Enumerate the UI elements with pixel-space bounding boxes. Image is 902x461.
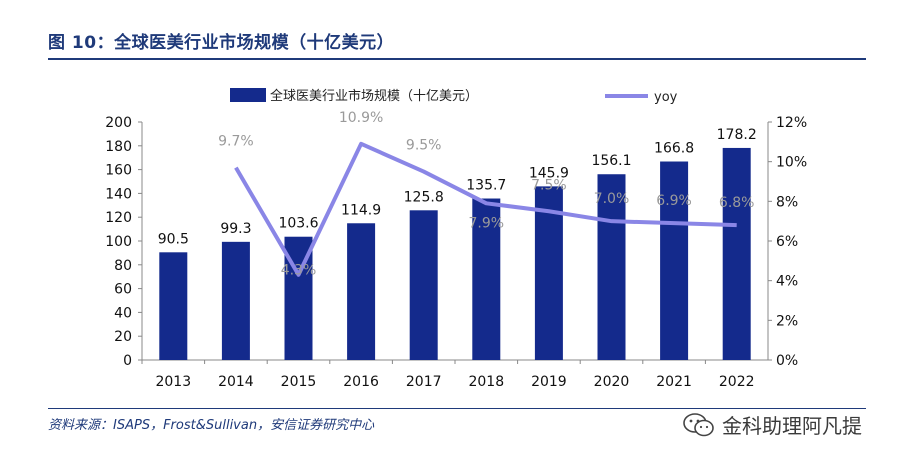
yoy-value-label: 9.5%	[406, 138, 442, 154]
right-axis-tick-label: 6%	[776, 234, 798, 250]
bar-value-label: 125.8	[404, 189, 444, 205]
legend: 全球医美行业市场规模（十亿美元） yoy	[230, 88, 678, 105]
right-axis-tick-label: 8%	[776, 194, 798, 210]
bar-value-label: 166.8	[654, 141, 694, 157]
yoy-value-label: 10.9%	[339, 110, 383, 126]
chart-area: 全球医美行业市场规模（十亿美元） yoy 0 20 40 60 80 100 120 140 1…	[105, 88, 807, 390]
left-axis-tick-label: 0	[123, 353, 132, 369]
yoy-value-label: 7.0%	[594, 191, 630, 207]
right-axis-tick-label: 2%	[776, 313, 798, 329]
bar	[534, 186, 563, 360]
bar-value-label: 145.9	[529, 165, 569, 181]
x-axis-tick-label: 2014	[218, 374, 254, 390]
bar	[347, 223, 376, 360]
watermark-text: 金科助理阿凡提	[722, 414, 862, 438]
yoy-value-label: 7.9%	[469, 215, 505, 231]
yoy-line-group	[234, 141, 737, 277]
left-axis-tick-label: 140	[105, 186, 132, 202]
yoy-value-label: 7.5%	[531, 177, 567, 193]
x-axis-tick-label: 2020	[594, 374, 630, 390]
x-axis-tick-label: 2015	[281, 374, 317, 390]
bar-value-label: 90.5	[158, 231, 189, 247]
source-note: 资料来源：ISAPS，Frost&Sullivan，安信证券研究中心	[48, 418, 375, 433]
x-axis-tick-label: 2019	[531, 374, 567, 390]
yoy-value-label: 6.8%	[719, 195, 755, 211]
bar-value-label: 114.9	[341, 202, 381, 218]
bar-value-label: 178.2	[717, 127, 757, 143]
x-axis-tick-label: 2018	[468, 374, 504, 390]
right-axis-tick-label: 10%	[776, 155, 807, 171]
yoy-value-label: 4.3%	[281, 263, 317, 279]
x-axis-tick-label: 2017	[406, 374, 442, 390]
wechat-icon	[683, 412, 714, 436]
legend-bar-label: 全球医美行业市场规模（十亿美元）	[270, 88, 478, 104]
yoy-line	[234, 141, 737, 277]
left-axis-tick-label: 60	[114, 282, 132, 298]
yoy-value-label: 9.7%	[218, 134, 254, 150]
bar	[722, 147, 751, 360]
left-axis-tick-label: 200	[105, 115, 132, 131]
left-axis-tick-label: 20	[114, 329, 132, 345]
bar-value-label: 99.3	[220, 221, 251, 237]
axes: 0 20 40 60 80 100 120 140 160 180 200 0% 2% 4% 6% 8% 10%…	[105, 115, 807, 390]
x-axis-tick-label: 2013	[155, 374, 191, 390]
left-axis-tick-label: 120	[105, 210, 132, 226]
right-axis-tick-label: 0%	[776, 353, 798, 369]
left-axis-tick-label: 100	[105, 234, 132, 250]
chart-title: 图 10：全球医美行业市场规模（十亿美元）	[48, 33, 395, 53]
title-rule	[48, 58, 866, 60]
legend-bar-swatch	[230, 88, 266, 102]
x-axis-tick-label: 2016	[343, 374, 379, 390]
left-axis-tick-label: 160	[105, 163, 132, 179]
right-axis-tick-label: 4%	[776, 274, 798, 290]
left-axis-tick-label: 80	[114, 258, 132, 274]
data-labels: 90.5 99.3 103.6 114.9 125.8 135.7 145.9 156.1 16…	[158, 110, 757, 279]
yoy-value-label: 6.9%	[656, 193, 692, 209]
bar	[660, 161, 689, 360]
bar	[409, 210, 438, 360]
bar-value-label: 103.6	[278, 216, 318, 232]
x-axis-tick-label: 2022	[719, 374, 755, 390]
bar-value-label: 135.7	[466, 178, 506, 194]
left-axis-tick-label: 180	[105, 139, 132, 155]
bar	[221, 241, 250, 360]
bar	[472, 198, 501, 360]
legend-line-label: yoy	[654, 90, 678, 105]
bar-value-label: 156.1	[591, 153, 631, 169]
bar	[597, 174, 626, 360]
left-axis-tick-label: 40	[114, 305, 132, 321]
watermark: 金科助理阿凡提	[682, 410, 862, 439]
right-axis-tick-label: 12%	[776, 115, 807, 131]
bar	[159, 252, 188, 360]
bars	[159, 147, 751, 360]
x-axis-tick-label: 2021	[656, 374, 692, 390]
footer-rule	[48, 408, 866, 409]
